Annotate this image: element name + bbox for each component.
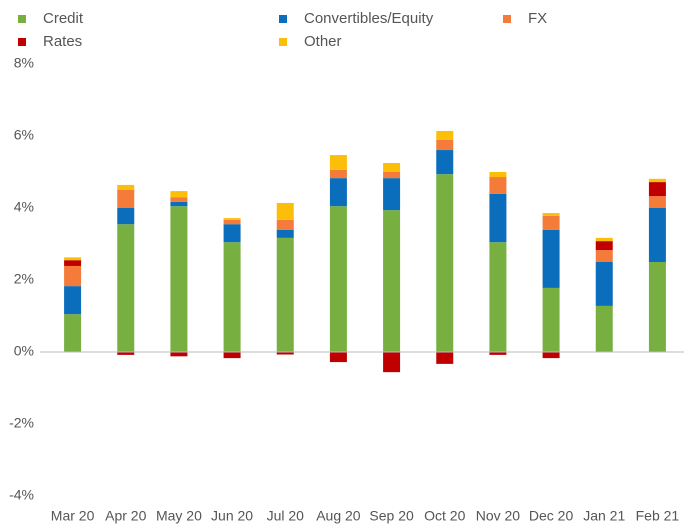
bar-segment xyxy=(595,262,613,306)
bar-segment xyxy=(436,352,454,364)
bar-segment xyxy=(489,193,507,243)
bar-segment xyxy=(329,206,347,352)
legend-swatch xyxy=(279,38,287,46)
bar-segment xyxy=(383,210,401,352)
bar-segment xyxy=(595,250,613,262)
bar-segment xyxy=(489,177,507,194)
y-tick-label: 8% xyxy=(14,55,34,71)
x-tick-label: May 20 xyxy=(156,508,202,524)
bar-segment xyxy=(542,229,560,288)
bar-segment xyxy=(436,139,454,151)
bar-segment xyxy=(648,196,666,208)
x-tick-label: Jun 20 xyxy=(211,508,253,524)
y-tick-label: 2% xyxy=(14,271,34,287)
bar-segment xyxy=(276,229,294,238)
bar-segment xyxy=(489,352,507,355)
bar-segment xyxy=(223,219,241,225)
bar-segment xyxy=(223,218,241,220)
x-tick-label: Jul 20 xyxy=(267,508,305,524)
bar-segment xyxy=(329,352,347,363)
bar-segment xyxy=(383,172,401,179)
bar-segment xyxy=(595,237,613,242)
y-tick-label: -4% xyxy=(9,487,34,503)
bar-segment xyxy=(223,352,241,359)
bar-segment xyxy=(170,201,188,207)
bar-segment xyxy=(542,287,560,352)
bar-segment xyxy=(648,178,666,183)
bar-segment xyxy=(329,155,347,170)
x-tick-label: Dec 20 xyxy=(529,508,574,524)
bar-segment xyxy=(436,174,454,352)
bar-segment xyxy=(117,352,135,355)
bar-segment xyxy=(170,206,188,352)
bar-segment xyxy=(170,352,188,357)
y-tick-label: 6% xyxy=(14,127,34,143)
legend-label: Credit xyxy=(43,10,84,27)
bar-segment xyxy=(64,257,82,261)
x-tick-label: Feb 21 xyxy=(636,508,680,524)
legend-swatch xyxy=(279,15,287,23)
bar-segment xyxy=(329,169,347,179)
bar-segment xyxy=(436,130,454,140)
legend-swatch xyxy=(503,15,511,23)
bar-segment xyxy=(648,182,666,197)
bar-segment xyxy=(64,260,82,266)
y-tick-label: -2% xyxy=(9,415,34,431)
bar-segment xyxy=(276,202,294,220)
y-tick-label: 4% xyxy=(14,199,34,215)
bar-segment xyxy=(436,150,454,175)
bar-segment xyxy=(170,191,188,198)
legend-label: Rates xyxy=(43,33,82,50)
x-tick-label: Apr 20 xyxy=(105,508,146,524)
bar-segment xyxy=(276,352,294,355)
x-tick-label: Mar 20 xyxy=(51,508,95,524)
bar-segment xyxy=(489,172,507,178)
bar-segment xyxy=(117,224,135,352)
bar-segment xyxy=(383,163,401,172)
x-tick-label: Sep 20 xyxy=(369,508,414,524)
x-tick-label: Nov 20 xyxy=(476,508,521,524)
legend-label: Other xyxy=(304,33,342,50)
bar-segment xyxy=(64,265,82,287)
bar-segment xyxy=(489,242,507,352)
bar-segment xyxy=(170,197,188,202)
bar-segment xyxy=(383,352,401,373)
bar-segment xyxy=(595,241,613,251)
bar-segment xyxy=(648,262,666,352)
bar-segment xyxy=(223,242,241,352)
legend-swatch xyxy=(18,38,26,46)
legend-label: FX xyxy=(528,10,547,27)
x-tick-label: Aug 20 xyxy=(316,508,361,524)
bar-segment xyxy=(383,178,401,211)
bar-segment xyxy=(223,224,241,243)
bar-segment xyxy=(117,208,135,225)
bar-segment xyxy=(64,314,82,352)
bar-segment xyxy=(276,219,294,230)
bar-segment xyxy=(117,190,135,208)
bar-segment xyxy=(276,237,294,352)
bar-segment xyxy=(542,352,560,359)
y-tick-label: 0% xyxy=(14,343,34,359)
bar-segment xyxy=(329,178,347,207)
bar-segment xyxy=(64,286,82,315)
legend-swatch xyxy=(18,15,26,23)
bar-segment xyxy=(542,213,560,216)
bar-segment xyxy=(542,215,560,230)
bar-segment xyxy=(595,305,613,352)
x-tick-label: Jan 21 xyxy=(583,508,625,524)
bar-segment xyxy=(648,208,666,262)
legend-label: Convertibles/Equity xyxy=(304,10,434,27)
bar-segment xyxy=(117,184,135,190)
x-tick-label: Oct 20 xyxy=(424,508,465,524)
